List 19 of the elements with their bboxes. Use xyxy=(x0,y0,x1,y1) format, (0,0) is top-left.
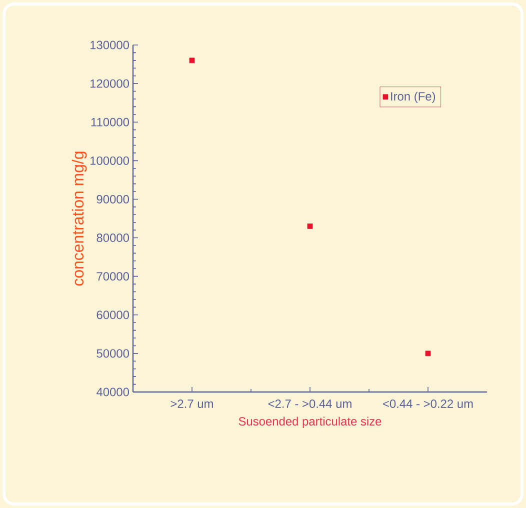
y-tick-label: 60000 xyxy=(96,310,130,320)
y-tick-label: 110000 xyxy=(91,118,130,126)
x-axis-title: Susoended particulate size xyxy=(238,416,382,428)
legend-label: Iron (Fe) xyxy=(391,92,436,103)
y-tick-label: 120000 xyxy=(90,79,130,88)
y-tick-label: 130000 xyxy=(90,40,130,50)
y-tick-label: 50000 xyxy=(96,349,130,358)
point xyxy=(307,224,313,229)
x-tick-label: >2.7 um xyxy=(170,400,213,408)
x-tick-label: <0.44 - >0.22 um xyxy=(383,400,473,408)
y-axis-title: concentration mg/g xyxy=(72,152,87,286)
y-tick-label: 100000 xyxy=(90,156,130,165)
y-tick-label: 90000 xyxy=(96,194,130,204)
y-tick-label: 40000 xyxy=(96,388,130,396)
point xyxy=(425,350,431,356)
point xyxy=(189,58,195,64)
y-tick-label: 70000 xyxy=(96,272,130,281)
x-tick-label: <2.7 - >0.44 um xyxy=(268,400,352,408)
y-tick-label: 80000 xyxy=(96,234,130,242)
